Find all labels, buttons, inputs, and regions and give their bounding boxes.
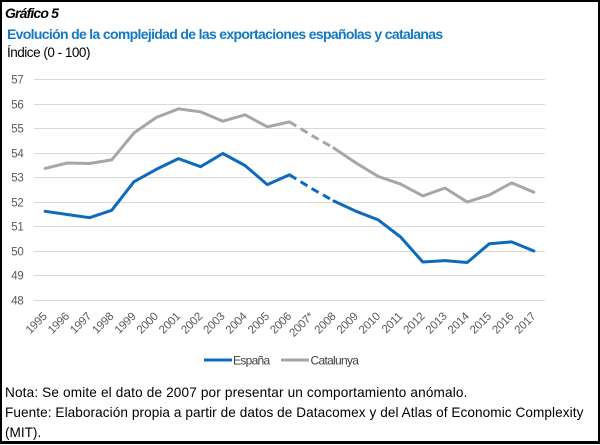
svg-text:2015: 2015 (468, 311, 494, 337)
svg-text:2002: 2002 (179, 311, 205, 337)
svg-text:48: 48 (11, 296, 23, 308)
svg-text:2003: 2003 (202, 311, 228, 337)
svg-text:2011: 2011 (380, 311, 405, 336)
svg-text:2016: 2016 (490, 311, 516, 337)
svg-text:2017: 2017 (513, 311, 539, 337)
svg-text:1999: 1999 (113, 311, 139, 337)
svg-text:España: España (233, 354, 271, 368)
svg-text:2009: 2009 (335, 311, 361, 337)
svg-text:2008: 2008 (313, 311, 339, 337)
svg-text:56: 56 (11, 100, 23, 112)
svg-text:2000: 2000 (135, 311, 161, 337)
svg-text:2013: 2013 (424, 311, 450, 337)
svg-text:54: 54 (11, 149, 24, 161)
svg-text:55: 55 (11, 124, 23, 136)
svg-text:Catalunya: Catalunya (311, 354, 360, 368)
svg-text:1997: 1997 (68, 311, 94, 337)
svg-text:2004: 2004 (224, 310, 250, 336)
svg-text:1996: 1996 (46, 311, 72, 337)
svg-text:2014: 2014 (446, 310, 472, 336)
svg-text:1995: 1995 (24, 311, 50, 337)
svg-text:2012: 2012 (402, 311, 428, 337)
svg-text:1998: 1998 (90, 311, 116, 337)
svg-text:51: 51 (11, 222, 23, 234)
svg-text:2007*: 2007* (287, 310, 316, 339)
svg-text:49: 49 (11, 271, 23, 283)
svg-text:57: 57 (11, 75, 23, 87)
svg-text:53: 53 (11, 173, 23, 185)
svg-text:2010: 2010 (357, 311, 383, 337)
svg-text:2005: 2005 (246, 311, 272, 337)
svg-text:50: 50 (11, 247, 23, 259)
svg-text:52: 52 (11, 198, 23, 210)
svg-text:2001: 2001 (157, 311, 183, 337)
